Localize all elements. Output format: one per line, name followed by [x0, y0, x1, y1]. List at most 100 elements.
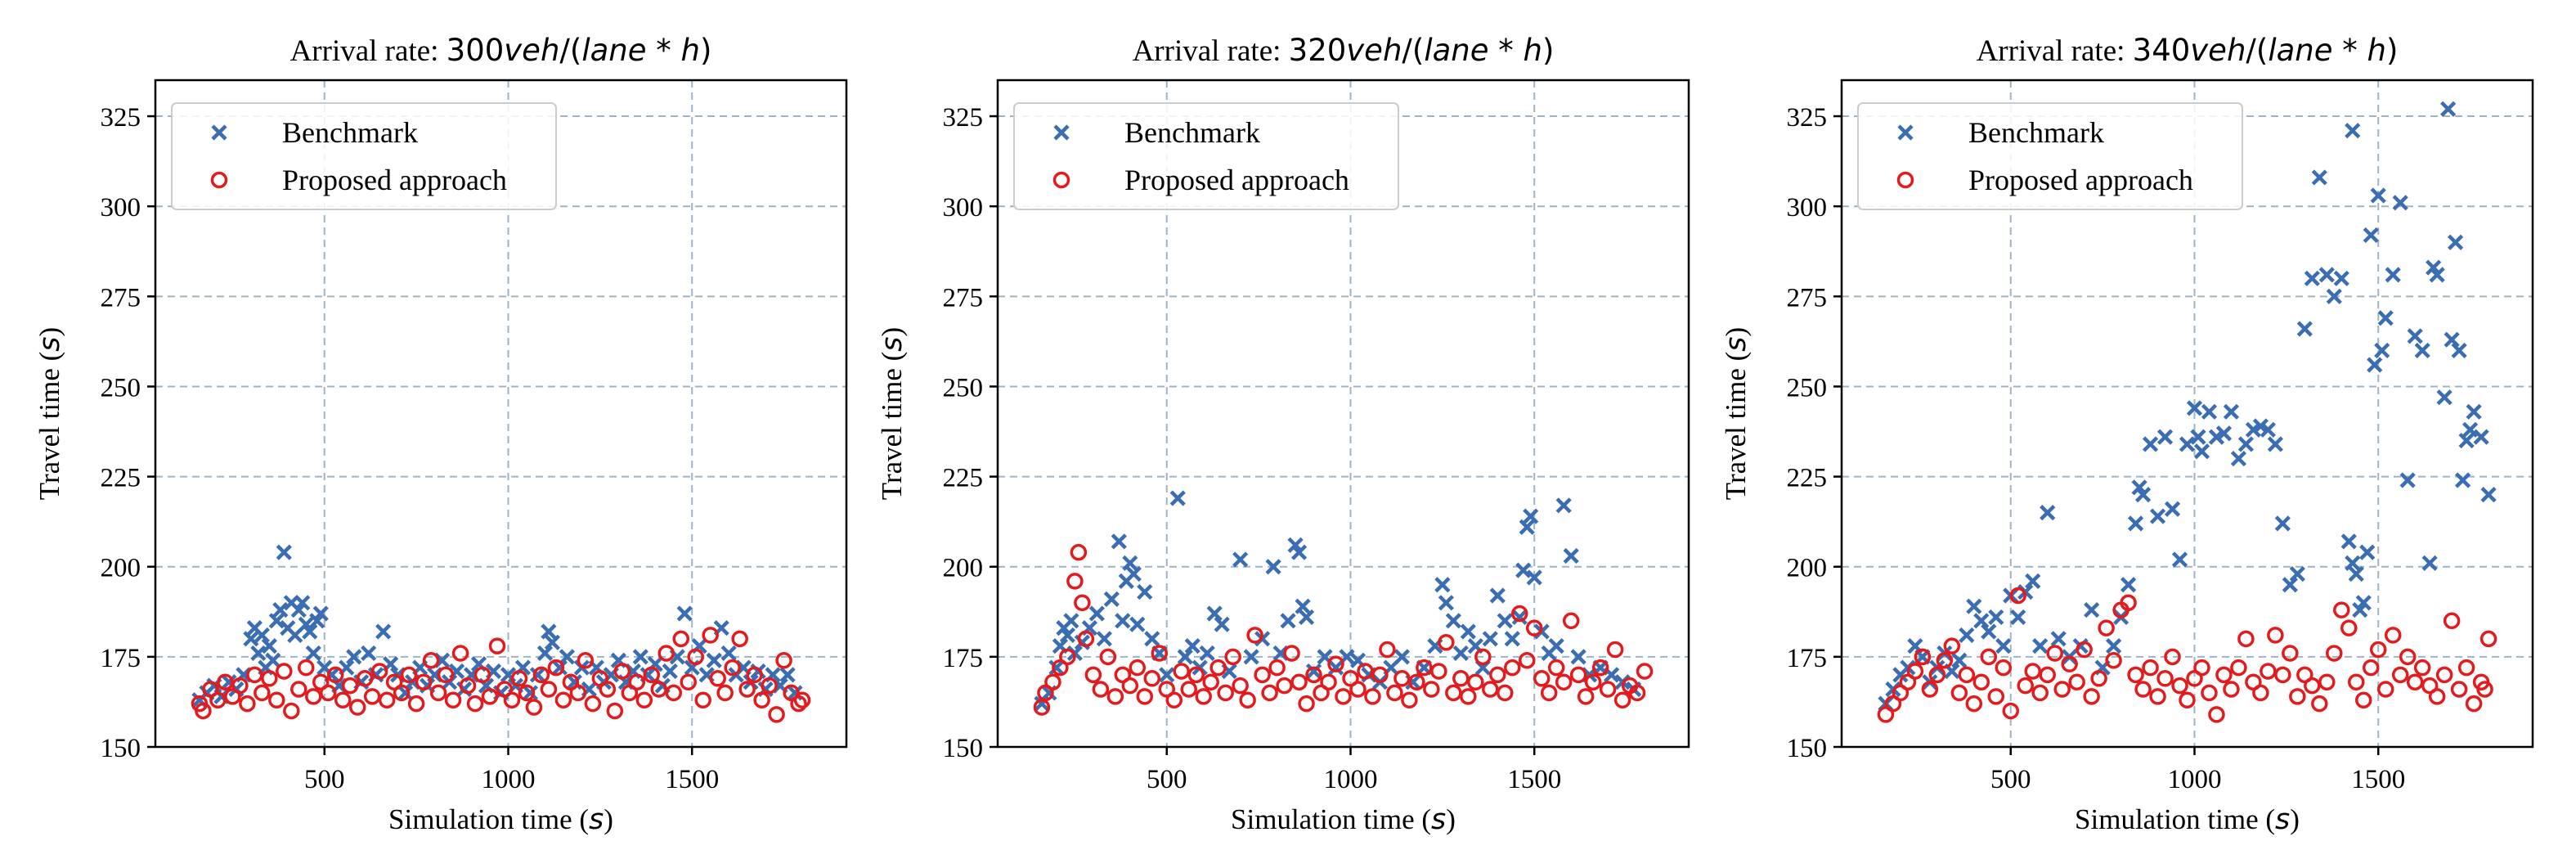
data-point-proposed	[2274, 666, 2291, 684]
data-point-proposed	[2450, 681, 2468, 698]
y-tick-label: 150	[943, 734, 984, 763]
data-point-benchmark	[1981, 623, 1997, 640]
data-point-proposed	[793, 691, 811, 708]
data-point-proposed	[1129, 659, 1147, 677]
data-point-proposed	[2068, 673, 2085, 690]
data-point-benchmark	[2440, 101, 2457, 117]
data-point-proposed	[790, 695, 807, 713]
data-point-benchmark	[676, 605, 693, 622]
data-point-proposed	[1958, 666, 1976, 684]
data-point-proposed	[1084, 666, 1102, 684]
data-point-proposed	[2039, 666, 2056, 684]
data-point-benchmark	[2120, 577, 2137, 593]
data-point-proposed	[415, 673, 433, 690]
data-point-benchmark	[522, 685, 539, 701]
data-point-proposed	[775, 652, 792, 669]
data-point-benchmark	[2296, 321, 2313, 337]
data-point-benchmark	[1063, 613, 1079, 629]
data-point-benchmark	[1232, 551, 1249, 568]
series-proposed	[191, 627, 811, 723]
legend-label-benchmark: Benchmark	[1968, 116, 2104, 149]
data-point-benchmark	[2171, 551, 2188, 568]
data-point-proposed	[2120, 594, 2137, 612]
data-point-proposed	[569, 684, 587, 702]
data-point-proposed	[665, 684, 682, 702]
data-point-benchmark	[2458, 432, 2475, 449]
data-point-proposed	[2354, 691, 2372, 708]
data-point-proposed	[1320, 673, 1337, 690]
data-point-benchmark	[1327, 659, 1344, 676]
data-point-proposed	[466, 695, 484, 713]
data-point-benchmark	[2345, 555, 2361, 571]
data-point-benchmark	[1445, 613, 1461, 629]
data-point-proposed	[1906, 663, 1924, 680]
data-point-benchmark	[2050, 631, 2067, 647]
data-point-benchmark	[254, 627, 270, 644]
data-point-benchmark	[2480, 487, 2497, 503]
data-point-proposed	[1305, 666, 1322, 684]
data-point-benchmark	[2355, 595, 2372, 611]
data-point-benchmark	[2399, 472, 2416, 488]
data-point-proposed	[503, 691, 521, 708]
data-point-proposed	[1379, 641, 1396, 659]
data-point-proposed	[393, 684, 411, 702]
data-point-benchmark	[1519, 519, 1535, 535]
data-point-benchmark	[2010, 609, 2026, 625]
data-point-benchmark	[2466, 403, 2482, 420]
data-point-proposed	[2105, 652, 2122, 669]
data-point-benchmark	[1526, 569, 1542, 586]
data-point-proposed	[2384, 627, 2402, 644]
data-point-benchmark	[1452, 645, 1469, 662]
data-point-benchmark	[2451, 342, 2467, 358]
data-point-proposed	[2156, 670, 2174, 687]
data-point-benchmark	[1298, 609, 1315, 625]
x-tick-label: 1500	[2351, 765, 2405, 794]
data-point-proposed	[2024, 663, 2041, 680]
data-point-proposed	[1972, 673, 1990, 690]
data-point-proposed	[2260, 663, 2277, 680]
data-point-proposed	[1209, 659, 1227, 677]
data-point-proposed	[1066, 573, 1084, 590]
data-point-proposed	[1547, 659, 1565, 677]
data-point-benchmark	[1393, 649, 1411, 665]
data-point-proposed	[305, 688, 322, 705]
data-point-proposed	[1599, 681, 1617, 698]
data-point-proposed	[1928, 666, 1946, 684]
data-point-proposed	[2098, 619, 2115, 636]
data-point-proposed	[2391, 666, 2409, 684]
data-point-benchmark	[2311, 169, 2327, 186]
data-point-proposed	[2318, 673, 2336, 690]
data-point-proposed	[1232, 677, 1249, 695]
data-point-benchmark	[2127, 515, 2144, 532]
data-point-benchmark	[1305, 663, 1322, 680]
legend-marker-benchmark	[1053, 124, 1070, 141]
data-point-proposed	[2223, 681, 2240, 698]
data-point-benchmark	[2040, 505, 2056, 521]
data-point-benchmark	[1048, 659, 1065, 676]
chart-panel-1: 500 1000 1500 150 175 200 225 250 275 300 325 Arriv…	[34, 33, 848, 836]
data-point-benchmark	[1548, 638, 1564, 654]
data-point-benchmark	[2156, 429, 2174, 445]
data-point-proposed	[2142, 659, 2159, 677]
data-point-benchmark	[2106, 638, 2122, 654]
data-point-proposed	[1445, 684, 1462, 702]
data-point-benchmark	[1295, 598, 1311, 614]
data-point-proposed	[1628, 684, 1646, 702]
data-point-benchmark	[294, 595, 311, 611]
data-point-proposed	[577, 652, 595, 669]
data-point-proposed	[1173, 663, 1190, 680]
data-point-benchmark	[2134, 487, 2152, 503]
data-point-benchmark	[276, 544, 292, 560]
legend-box	[1857, 102, 2243, 210]
data-point-benchmark	[2190, 429, 2206, 445]
axes-frame	[1840, 79, 2534, 749]
data-point-benchmark	[1206, 605, 1223, 622]
data-point-benchmark	[1184, 638, 1200, 654]
y-tick-label: 325	[101, 103, 141, 133]
y-tick-label: 175	[101, 644, 141, 673]
data-point-proposed	[1224, 648, 1241, 666]
data-point-proposed	[268, 691, 285, 708]
data-point-benchmark	[2032, 638, 2049, 654]
data-point-proposed	[1364, 688, 1381, 705]
